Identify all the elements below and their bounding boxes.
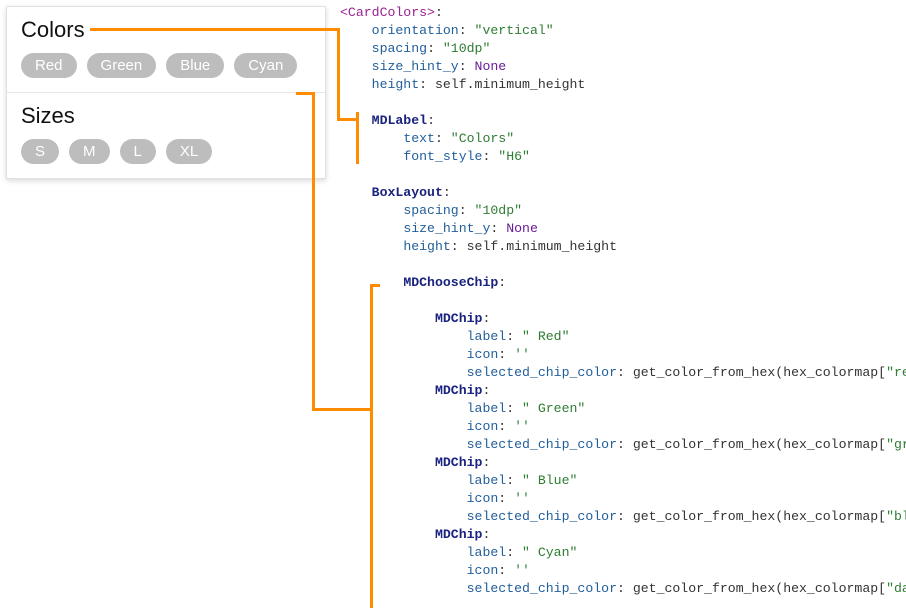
- sizes-title: Sizes: [21, 103, 311, 129]
- sizes-section: Sizes S M L XL: [7, 93, 325, 178]
- chip-m[interactable]: M: [69, 139, 110, 164]
- chip-blue[interactable]: Blue: [166, 53, 224, 78]
- connector-line: [90, 28, 340, 31]
- sizes-chip-row: S M L XL: [21, 139, 311, 164]
- chip-l[interactable]: L: [120, 139, 156, 164]
- chip-green[interactable]: Green: [87, 53, 157, 78]
- connector-line: [296, 92, 312, 95]
- colors-section: Colors Red Green Blue Cyan: [7, 7, 325, 93]
- colors-chip-row: Red Green Blue Cyan: [21, 53, 311, 78]
- chip-cyan[interactable]: Cyan: [234, 53, 297, 78]
- card-panel: Colors Red Green Blue Cyan Sizes S M L X…: [6, 6, 326, 179]
- chip-s[interactable]: S: [21, 139, 59, 164]
- code-panel: <CardColors>: orientation: "vertical" sp…: [340, 0, 900, 608]
- connector-line: [312, 92, 315, 410]
- chip-xl[interactable]: XL: [166, 139, 212, 164]
- chip-red[interactable]: Red: [21, 53, 77, 78]
